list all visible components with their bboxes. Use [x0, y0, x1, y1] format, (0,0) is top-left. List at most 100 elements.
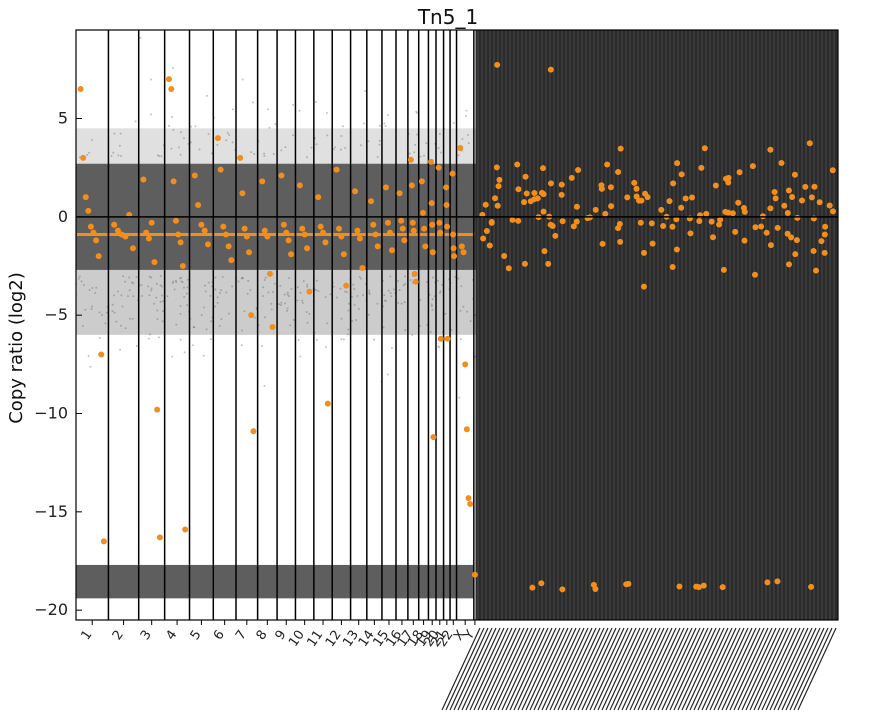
bin-low-band [436, 564, 444, 599]
bin-point [113, 311, 116, 314]
bin-point [172, 280, 175, 283]
segment-point [261, 227, 268, 234]
segment-point [296, 182, 303, 189]
segment-point [637, 219, 644, 226]
segment-point [658, 206, 665, 213]
segment-point [214, 135, 221, 142]
segment-point [179, 263, 186, 269]
bin-point [280, 149, 283, 152]
bin-point [150, 287, 153, 290]
bin-point [459, 338, 462, 341]
segment-point [410, 227, 417, 234]
bin-point [128, 289, 131, 292]
bin-point [148, 333, 151, 336]
segment-point [689, 194, 696, 201]
bin-point [465, 109, 468, 112]
bin-point [207, 281, 210, 284]
bin-point [286, 293, 289, 296]
bin-halo [436, 269, 444, 335]
bin-halo [164, 269, 190, 335]
segment-point [826, 202, 833, 209]
segment-point [382, 184, 389, 191]
x-tick-label: 3 [138, 628, 155, 643]
segment-point [547, 66, 554, 73]
bin-point [91, 305, 94, 308]
bin-point [284, 302, 287, 305]
bin-point [268, 126, 271, 129]
bin-halo [213, 269, 236, 335]
bin-point [397, 301, 400, 304]
bin-point [231, 285, 234, 288]
bin-point [301, 301, 304, 304]
bin-halo [366, 128, 382, 164]
bin-point [192, 326, 195, 329]
segment-point [640, 283, 647, 290]
segment-point [467, 500, 474, 507]
segment-point [725, 179, 732, 186]
bin-point [205, 94, 208, 97]
bin-point [305, 311, 308, 314]
bin-point [140, 283, 143, 286]
segment-point [248, 312, 255, 319]
bin-point [292, 103, 295, 106]
bin-low-band [277, 564, 296, 599]
segment-point [798, 197, 805, 204]
segment-point [143, 229, 150, 236]
segment-point [237, 154, 244, 161]
segment-point [729, 210, 736, 217]
bin-point [373, 338, 376, 341]
segment-point [384, 219, 391, 226]
y-tick-label: 0 [58, 207, 68, 226]
bin-point [246, 292, 249, 295]
bin-point [297, 339, 300, 342]
segment-point [666, 198, 673, 205]
segment-point [354, 227, 361, 234]
segment-point [771, 189, 778, 196]
bin-point [210, 285, 213, 288]
contig-tick-mark [537, 627, 577, 711]
bin-point [314, 289, 317, 292]
bin-point [310, 146, 313, 149]
bin-halo [450, 269, 457, 335]
bin-halo [428, 269, 436, 335]
bin-point [462, 305, 465, 308]
bin-point [457, 154, 460, 157]
bin-point [296, 299, 299, 302]
bin-halo [138, 128, 165, 164]
bin-point [186, 304, 189, 307]
bin-point [183, 351, 186, 354]
segment-point [700, 582, 707, 589]
segment-point [758, 223, 765, 230]
chromosome-dividers [107, 30, 475, 620]
contig-tick-mark [681, 627, 721, 711]
contig-tick-mark [609, 627, 649, 711]
bin-low-band [366, 564, 382, 599]
bin-halo [257, 269, 278, 335]
y-tick-label: −15 [34, 502, 68, 521]
bin-point [351, 295, 354, 298]
contig-tick-mark [585, 627, 625, 711]
bin-halo [313, 128, 333, 164]
contig-tick-mark [481, 627, 521, 711]
bin-point [149, 113, 152, 116]
segment-point [80, 154, 87, 161]
bin-point [317, 290, 320, 293]
segment-point [568, 174, 575, 181]
contig-tick-mark [781, 627, 821, 711]
segment-point [301, 231, 308, 238]
bin-point [190, 125, 193, 128]
bin-point [384, 125, 387, 128]
segment-point [368, 198, 375, 205]
segment-point [398, 217, 405, 224]
bin-point [170, 147, 173, 150]
bin-point [200, 314, 203, 317]
contig-tick-mark [577, 627, 617, 711]
bin-point [353, 303, 356, 306]
segment-point [660, 223, 667, 230]
segment-point [640, 249, 647, 256]
segment-point [786, 261, 793, 268]
segment-point [808, 194, 815, 201]
bin-point [344, 147, 347, 150]
bin-point [465, 310, 468, 313]
bin-point [171, 355, 174, 358]
